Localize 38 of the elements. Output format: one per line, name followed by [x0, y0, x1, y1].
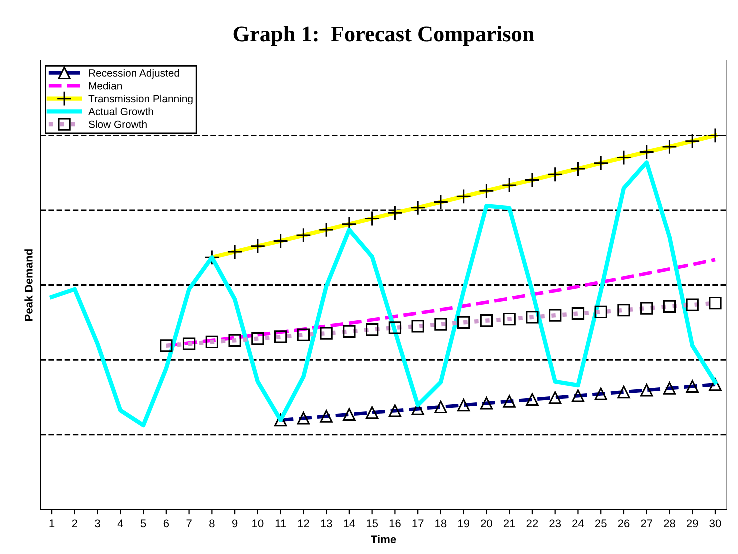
x-tick-label: 28: [664, 520, 676, 528]
x-tick-label: 5: [140, 520, 146, 528]
x-tick-label: 4: [118, 520, 124, 528]
x-tick-label: 21: [504, 520, 516, 528]
x-tick-label: 25: [595, 520, 607, 528]
x-tick-label: 2: [72, 520, 78, 528]
x-tick-label: 27: [641, 520, 652, 528]
x-tick-label: 9: [232, 520, 238, 528]
x-tick-label: 30: [710, 520, 722, 528]
x-tick-label: 24: [572, 520, 584, 528]
legend-label: Slow Growth: [88, 120, 147, 128]
x-tick-label: 8: [210, 520, 215, 528]
x-tick-label: 15: [366, 520, 378, 528]
legend-label: Recession Adjusted: [89, 69, 180, 79]
legend-label: Median: [89, 82, 122, 90]
x-tick-label: 12: [298, 520, 310, 528]
x-tick-label: 18: [436, 520, 447, 528]
x-tick-label: 6: [164, 520, 170, 528]
x-tick-label: 20: [481, 520, 492, 528]
x-tick-label: 14: [344, 520, 356, 528]
x-tick-label: 16: [390, 520, 401, 528]
x-tick-label: 17: [412, 520, 424, 528]
x-tick-label: 13: [321, 520, 332, 528]
x-tick-label: 26: [618, 520, 630, 528]
x-tick-label: 1: [50, 520, 55, 528]
x-tick-label: 29: [686, 520, 698, 528]
y-axis-title: Peak Demand: [24, 250, 33, 321]
x-tick-label: 10: [252, 520, 264, 528]
x-tick-label: 11: [276, 520, 286, 528]
x-tick-label: 22: [526, 520, 538, 528]
x-tick-label: 19: [458, 520, 470, 528]
x-tick-label: 3: [95, 520, 100, 528]
x-axis-title: Time: [371, 535, 396, 544]
x-tick-label: 7: [186, 520, 192, 528]
x-tick-label: 23: [550, 520, 562, 528]
legend-label: Transmission Planning: [88, 94, 193, 105]
legend-label: Actual Growth: [88, 108, 154, 116]
chart-title: Graph 1: Forecast Comparison: [234, 26, 534, 46]
